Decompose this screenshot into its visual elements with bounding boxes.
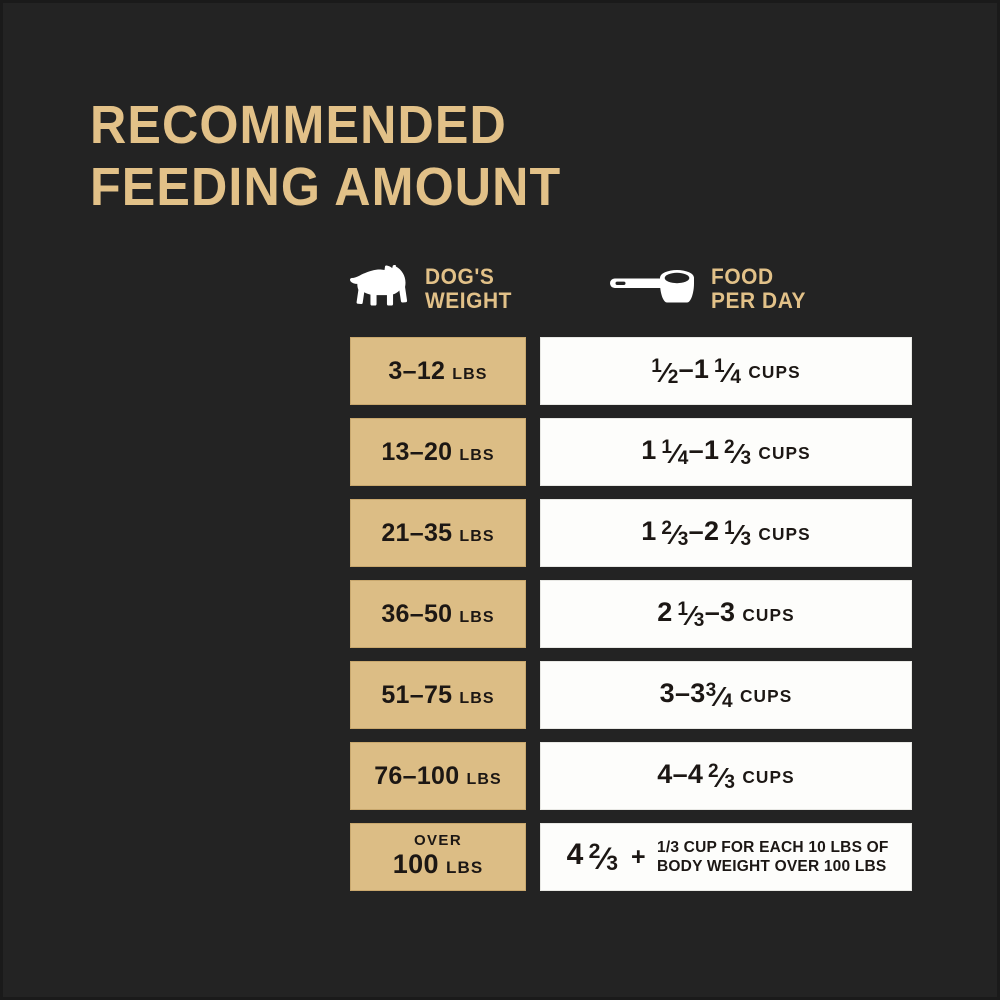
weight-range: 76–100: [374, 761, 460, 790]
weight-value: 51–75 LBS: [381, 681, 494, 710]
weight-range: 21–35: [381, 518, 453, 547]
weight-cell: 51–75 LBS: [350, 661, 526, 729]
food-unit: CUPS: [739, 685, 793, 706]
food-value: 1 ⁄ 2 –1 1 ⁄ 4 CUPS: [651, 353, 801, 389]
food-value: 4–4 2 ⁄ 3 CUPS: [657, 758, 795, 794]
weight-unit: LBS: [459, 608, 495, 626]
food-note: 1/3 CUP FOR EACH 10 LBS OF BODY WEIGHT O…: [656, 839, 889, 875]
weight-range: 3–12: [388, 356, 446, 385]
measuring-cup-icon: [608, 265, 698, 314]
column-header-dogs-weight: DOG'S WEIGHT: [350, 255, 517, 323]
weight-value: 76–100 LBS: [374, 762, 502, 791]
column-header-food-per-day: FOOD PER DAY: [608, 255, 811, 323]
weight-value: 100 LBS: [392, 848, 484, 882]
weight-range: 100: [392, 848, 439, 879]
food-unit: CUPS: [748, 361, 801, 382]
table-row: 3–12 LBS 1 ⁄ 2 –1 1 ⁄ 4 CUPS: [350, 337, 912, 405]
feeding-table: 3–12 LBS 1 ⁄ 2 –1 1 ⁄ 4 CUPS 13–20 LBS: [350, 337, 912, 891]
food-value: 1 1 ⁄ 4 –1 2 ⁄ 3 CUPS: [641, 434, 811, 470]
weight-value: 36–50 LBS: [381, 600, 494, 629]
weight-unit: LBS: [452, 365, 488, 383]
weight-unit: LBS: [459, 446, 495, 464]
weight-cell: 3–12 LBS: [350, 337, 526, 405]
food-amount: 4 2 ⁄ 3: [566, 838, 618, 876]
food-cell: 4 2 ⁄ 3 + 1/3 CUP FOR EACH 10 LBS OF BODY …: [540, 823, 912, 891]
table-row: 13–20 LBS 1 1 ⁄ 4 –1 2 ⁄ 3 CUPS: [350, 418, 912, 486]
weight-value: 13–20 LBS: [381, 438, 494, 467]
table-row: 51–75 LBS 3–3 3 ⁄ 4 CUPS: [350, 661, 912, 729]
weight-cell: 76–100 LBS: [350, 742, 526, 810]
weight-unit: LBS: [445, 857, 484, 877]
weight-cell: OVER 100 LBS: [350, 823, 526, 891]
food-value: 1 2 ⁄ 3 –2 1 ⁄ 3 CUPS: [641, 515, 811, 551]
food-unit: CUPS: [742, 604, 795, 625]
food-value: 3–3 3 ⁄ 4 CUPS: [659, 677, 793, 713]
weight-range: 36–50: [381, 599, 453, 628]
food-cell: 1 1 ⁄ 4 –1 2 ⁄ 3 CUPS: [540, 418, 912, 486]
column-header-dogs-weight-label: DOG'S WEIGHT: [425, 264, 513, 313]
food-cell: 3–3 3 ⁄ 4 CUPS: [540, 661, 912, 729]
page-title: RECOMMENDED FEEDING AMOUNT: [90, 94, 690, 218]
weight-cell: 21–35 LBS: [350, 499, 526, 567]
food-cell: 1 ⁄ 2 –1 1 ⁄ 4 CUPS: [540, 337, 912, 405]
weight-unit: LBS: [459, 527, 495, 545]
food-cell: 1 2 ⁄ 3 –2 1 ⁄ 3 CUPS: [540, 499, 912, 567]
food-unit: CUPS: [742, 766, 795, 787]
column-header-food-per-day-label: FOOD PER DAY: [711, 264, 806, 313]
weight-cell: 13–20 LBS: [350, 418, 526, 486]
table-column-headers: DOG'S WEIGHT FOOD PER DAY: [350, 255, 912, 327]
table-row: 36–50 LBS 2 1 ⁄ 3 –3 CUPS: [350, 580, 912, 648]
page-title-line-1: RECOMMENDED: [90, 95, 507, 155]
dog-icon: [350, 262, 412, 314]
weight-range: 51–75: [381, 680, 453, 709]
table-row: 21–35 LBS 1 2 ⁄ 3 –2 1 ⁄ 3 CUPS: [350, 499, 912, 567]
weight-cell: 36–50 LBS: [350, 580, 526, 648]
weight-value: 3–12 LBS: [388, 357, 487, 386]
food-cell: 2 1 ⁄ 3 –3 CUPS: [540, 580, 912, 648]
table-row: 76–100 LBS 4–4 2 ⁄ 3 CUPS: [350, 742, 912, 810]
page-title-line-2: FEEDING AMOUNT: [90, 157, 562, 217]
weight-prefix: OVER: [413, 831, 463, 849]
food-cell: 4–4 2 ⁄ 3 CUPS: [540, 742, 912, 810]
food-unit: CUPS: [758, 442, 811, 463]
weight-unit: LBS: [466, 770, 502, 788]
weight-unit: LBS: [459, 689, 495, 707]
food-unit: CUPS: [758, 523, 811, 544]
weight-value: 21–35 LBS: [381, 519, 494, 548]
weight-range: 13–20: [381, 437, 453, 466]
table-row: OVER 100 LBS 4 2 ⁄ 3 + 1/3 CUP FOR EACH 10…: [350, 823, 912, 891]
plus-sign: +: [630, 842, 646, 871]
food-value: 2 1 ⁄ 3 –3 CUPS: [657, 596, 795, 632]
